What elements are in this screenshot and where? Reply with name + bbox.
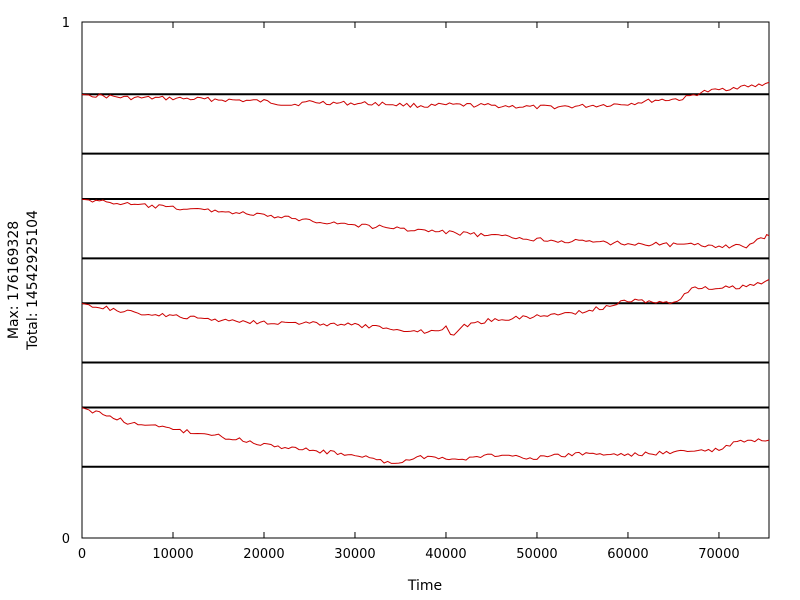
x-axis-label: Time — [407, 578, 442, 594]
series-line — [81, 407, 770, 464]
y-tick-label: 0 — [62, 532, 70, 547]
band-2 — [81, 197, 770, 260]
x-tick-label: 60000 — [607, 547, 648, 562]
y-tick-label: 1 — [62, 16, 70, 31]
x-tick-label: 30000 — [334, 547, 375, 562]
bands — [81, 81, 770, 468]
y-axis-label: Max: 176169328 Total: 14542925104 — [6, 210, 41, 351]
plot-frame — [81, 21, 770, 539]
x-tick-label: 50000 — [516, 547, 557, 562]
band-4 — [81, 406, 770, 468]
series-line — [81, 279, 770, 336]
x-tick-label: 20000 — [243, 547, 284, 562]
series-line — [81, 198, 770, 249]
x-tick-label: 40000 — [425, 547, 466, 562]
band-3 — [81, 279, 770, 364]
y-axis-label-line-1: Max: 176169328 — [6, 221, 22, 339]
series-line — [81, 81, 770, 110]
band-1 — [81, 81, 770, 155]
x-axis-ticks: 0 10000 20000 30000 40000 50000 60000 70000 — [78, 22, 740, 562]
y-axis-label-line-2: Total: 14542925104 — [25, 210, 41, 351]
x-tick-label: 10000 — [152, 547, 193, 562]
x-tick-label: 0 — [78, 547, 86, 562]
x-tick-label: 70000 — [698, 547, 739, 562]
y-axis-ticks: 01 — [62, 16, 70, 547]
